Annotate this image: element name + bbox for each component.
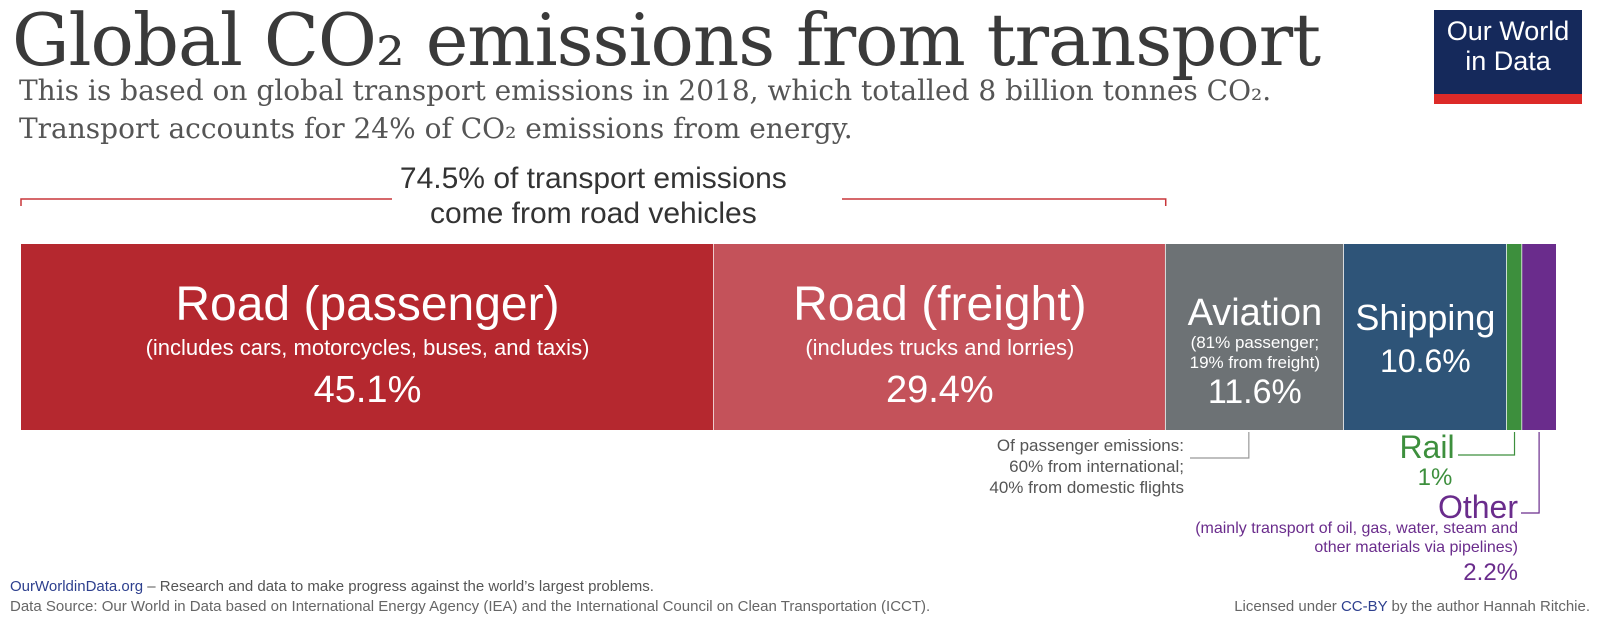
logo-accent-bar [1434,94,1582,104]
footer-license-suffix: by the author Hannah Ritchie. [1387,598,1590,615]
logo-line-1: Our World [1446,16,1570,46]
owid-logo[interactable]: Our World in Data [1434,10,1582,104]
logo-line-2: in Data [1465,46,1551,76]
rail-value: 1% [1418,464,1453,491]
segment-value-shipping: 10.6% [1380,343,1471,379]
road-bracket-right [842,198,1167,206]
bar-segment-rail [1506,244,1523,430]
other-callout-line [1521,432,1540,514]
footer-license: Licensed under CC-BY by the author Hanna… [1234,598,1590,615]
chart-title: Global CO₂ emissions from transport [12,0,1321,82]
aviation-callout-line-1: Of passenger emissions: [997,436,1184,455]
other-label: Other [1438,489,1518,525]
segment-note-aviation-line-1: (81% passenger; [1191,333,1320,352]
segment-note-aviation-line-2: 19% from freight) [1190,353,1320,372]
segment-value-aviation: 11.6% [1208,373,1302,411]
chart-subtitle-line-2: Transport accounts for 24% of CO₂ emissi… [19,112,853,145]
footer-license-prefix: Licensed under [1234,598,1341,615]
other-note-line-2: other materials via pipelines) [1314,539,1518,556]
other-note-line-1: (mainly transport of oil, gas, water, st… [1195,520,1518,537]
footer-site-link[interactable]: OurWorldinData.org [10,578,144,595]
segment-value-road-freight: 29.4% [886,369,994,411]
segment-name-road-passenger: Road (passenger) [175,278,559,331]
aviation-callout-line-2: 60% from international; [1009,457,1184,476]
chart-subtitle-line-1: This is based on global transport emissi… [19,74,1272,107]
segment-name-road-freight: Road (freight) [793,278,1086,331]
footer-license-link[interactable]: CC-BY [1340,598,1388,615]
footer-credit: OurWorldinData.org – Research and data t… [10,578,654,595]
footer-source: Data Source: Our World in Data based on … [10,598,931,615]
segment-value-road-passenger: 45.1% [314,369,422,411]
footer-tagline: – Research and data to make progress aga… [143,578,654,595]
rail-callout-line [1458,432,1516,456]
bar-segment-road-passenger [21,244,714,430]
segment-note-road-freight: (includes trucks and lorries) [805,335,1074,360]
road-bracket-label-line-1: 74.5% of transport emissions [400,162,787,195]
bar-segment-other [1522,244,1556,430]
segment-note-road-passenger: (includes cars, motorcycles, buses, and … [146,335,590,360]
aviation-callout-line-3: 40% from domestic flights [989,478,1184,497]
aviation-callout-line [1190,432,1250,459]
other-value: 2.2% [1463,559,1518,586]
road-bracket-left [20,198,392,206]
road-bracket-label-line-2: come from road vehicles [430,197,757,230]
segment-name-aviation: Aviation [1188,292,1323,334]
bar-segment-shipping [1343,244,1507,430]
bar-segment-road-freight [713,244,1166,430]
segment-name-shipping: Shipping [1355,297,1495,338]
bar-segment-aviation [1165,244,1344,430]
rail-label: Rail [1399,429,1454,465]
